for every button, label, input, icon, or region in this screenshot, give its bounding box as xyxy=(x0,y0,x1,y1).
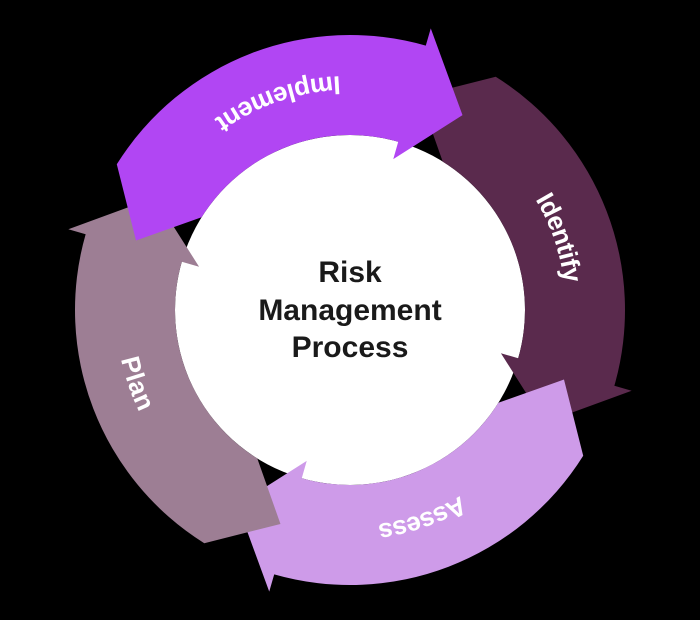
center-title-line-2: Management xyxy=(258,291,441,329)
cycle-diagram: IdentifyAssessPlanImplement Risk Managem… xyxy=(0,0,700,620)
center-title-line-3: Process xyxy=(258,329,441,367)
center-title-line-1: Risk xyxy=(258,254,441,292)
center-title: Risk Management Process xyxy=(258,254,441,367)
